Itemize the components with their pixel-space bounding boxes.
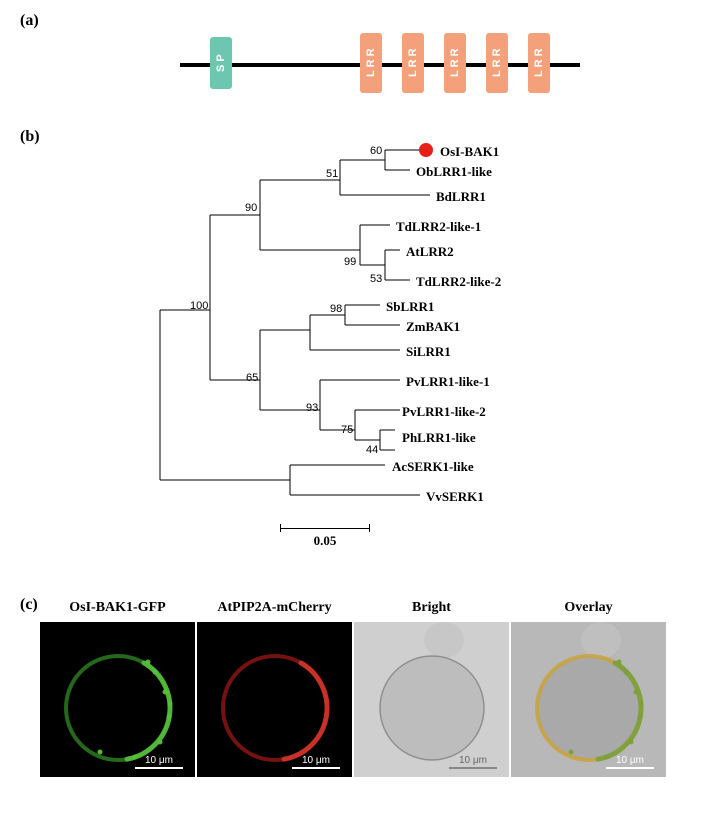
lrr-domain-2: L R R <box>402 33 424 93</box>
lrr-domain-3: L R R <box>444 33 466 93</box>
lrr-domain-5: L R R <box>528 33 550 93</box>
microscopy-pane: 10 μm <box>511 622 666 777</box>
tree-svg <box>130 140 600 540</box>
tree-tip-label: ZmBAK1 <box>406 319 460 335</box>
lrr-domain-4: L R R <box>486 33 508 93</box>
microscopy-title: Overlay <box>511 600 666 616</box>
bootstrap-value: 98 <box>330 303 342 315</box>
microscopy-title: OsI-BAK1-GFP <box>40 600 195 616</box>
tree-tip-label: TdLRR2-like-2 <box>416 274 501 290</box>
tree-tip-label: OsI-BAK1 <box>440 144 499 160</box>
tree-tip-label: PvLRR1-like-1 <box>406 374 490 390</box>
tree-tip-label: TdLRR2-like-1 <box>396 219 481 235</box>
panel-label-a: (a) <box>20 12 39 30</box>
lrr-domain-1: L R R <box>360 33 382 93</box>
tree-tip-label: ObLRR1-like <box>416 164 492 180</box>
tree-scale-bar: 0.05 <box>280 528 370 549</box>
tree-tip-label: SbLRR1 <box>386 299 434 315</box>
panel-label-c: (c) <box>20 596 38 614</box>
bootstrap-value: 99 <box>344 256 356 268</box>
bootstrap-value: 90 <box>245 202 257 214</box>
tree-tip-label: BdLRR1 <box>436 189 486 205</box>
bootstrap-value: 65 <box>246 372 258 384</box>
tree-tip-label: AtLRR2 <box>406 244 454 260</box>
bootstrap-value: 44 <box>366 444 378 456</box>
target-species-marker-icon <box>419 143 433 157</box>
panel-b-phylogenetic-tree: 0.05 OsI-BAK1 ObLRR1-like BdLRR1 TdLRR2-lik… <box>130 140 600 570</box>
microscopy-pane: 10 μm <box>354 622 509 777</box>
sp-domain: S P <box>210 37 232 89</box>
bootstrap-value: 75 <box>341 424 353 436</box>
tree-tip-label: PhLRR1-like <box>402 430 476 446</box>
microscopy-pane: 10 μm <box>197 622 352 777</box>
microscopy-title: Bright <box>354 600 509 616</box>
scale-bar-icon: 10 μm <box>449 755 497 769</box>
panel-label-b: (b) <box>20 128 40 146</box>
bootstrap-value: 93 <box>306 402 318 414</box>
tree-tip-label: AcSERK1-like <box>392 459 474 475</box>
tree-tip-label: PvLRR1-like-2 <box>402 404 486 420</box>
bootstrap-value: 53 <box>370 273 382 285</box>
scale-bar-icon: 10 μm <box>135 755 183 769</box>
microscopy-pane: 10 μm <box>40 622 195 777</box>
panel-a-domain-schematic: S PL R RL R RL R RL R RL R R <box>180 25 600 95</box>
tree-tip-label: SiLRR1 <box>406 344 451 360</box>
microscopy-title: AtPIP2A-mCherry <box>197 600 352 616</box>
bootstrap-value: 100 <box>190 300 208 312</box>
scale-bar-icon: 10 μm <box>292 755 340 769</box>
tree-scale-bar-label: 0.05 <box>280 533 370 549</box>
scale-bar-icon: 10 μm <box>606 755 654 769</box>
bootstrap-value: 51 <box>326 168 338 180</box>
tree-tip-label: VvSERK1 <box>426 489 484 505</box>
bootstrap-value: 60 <box>370 145 382 157</box>
